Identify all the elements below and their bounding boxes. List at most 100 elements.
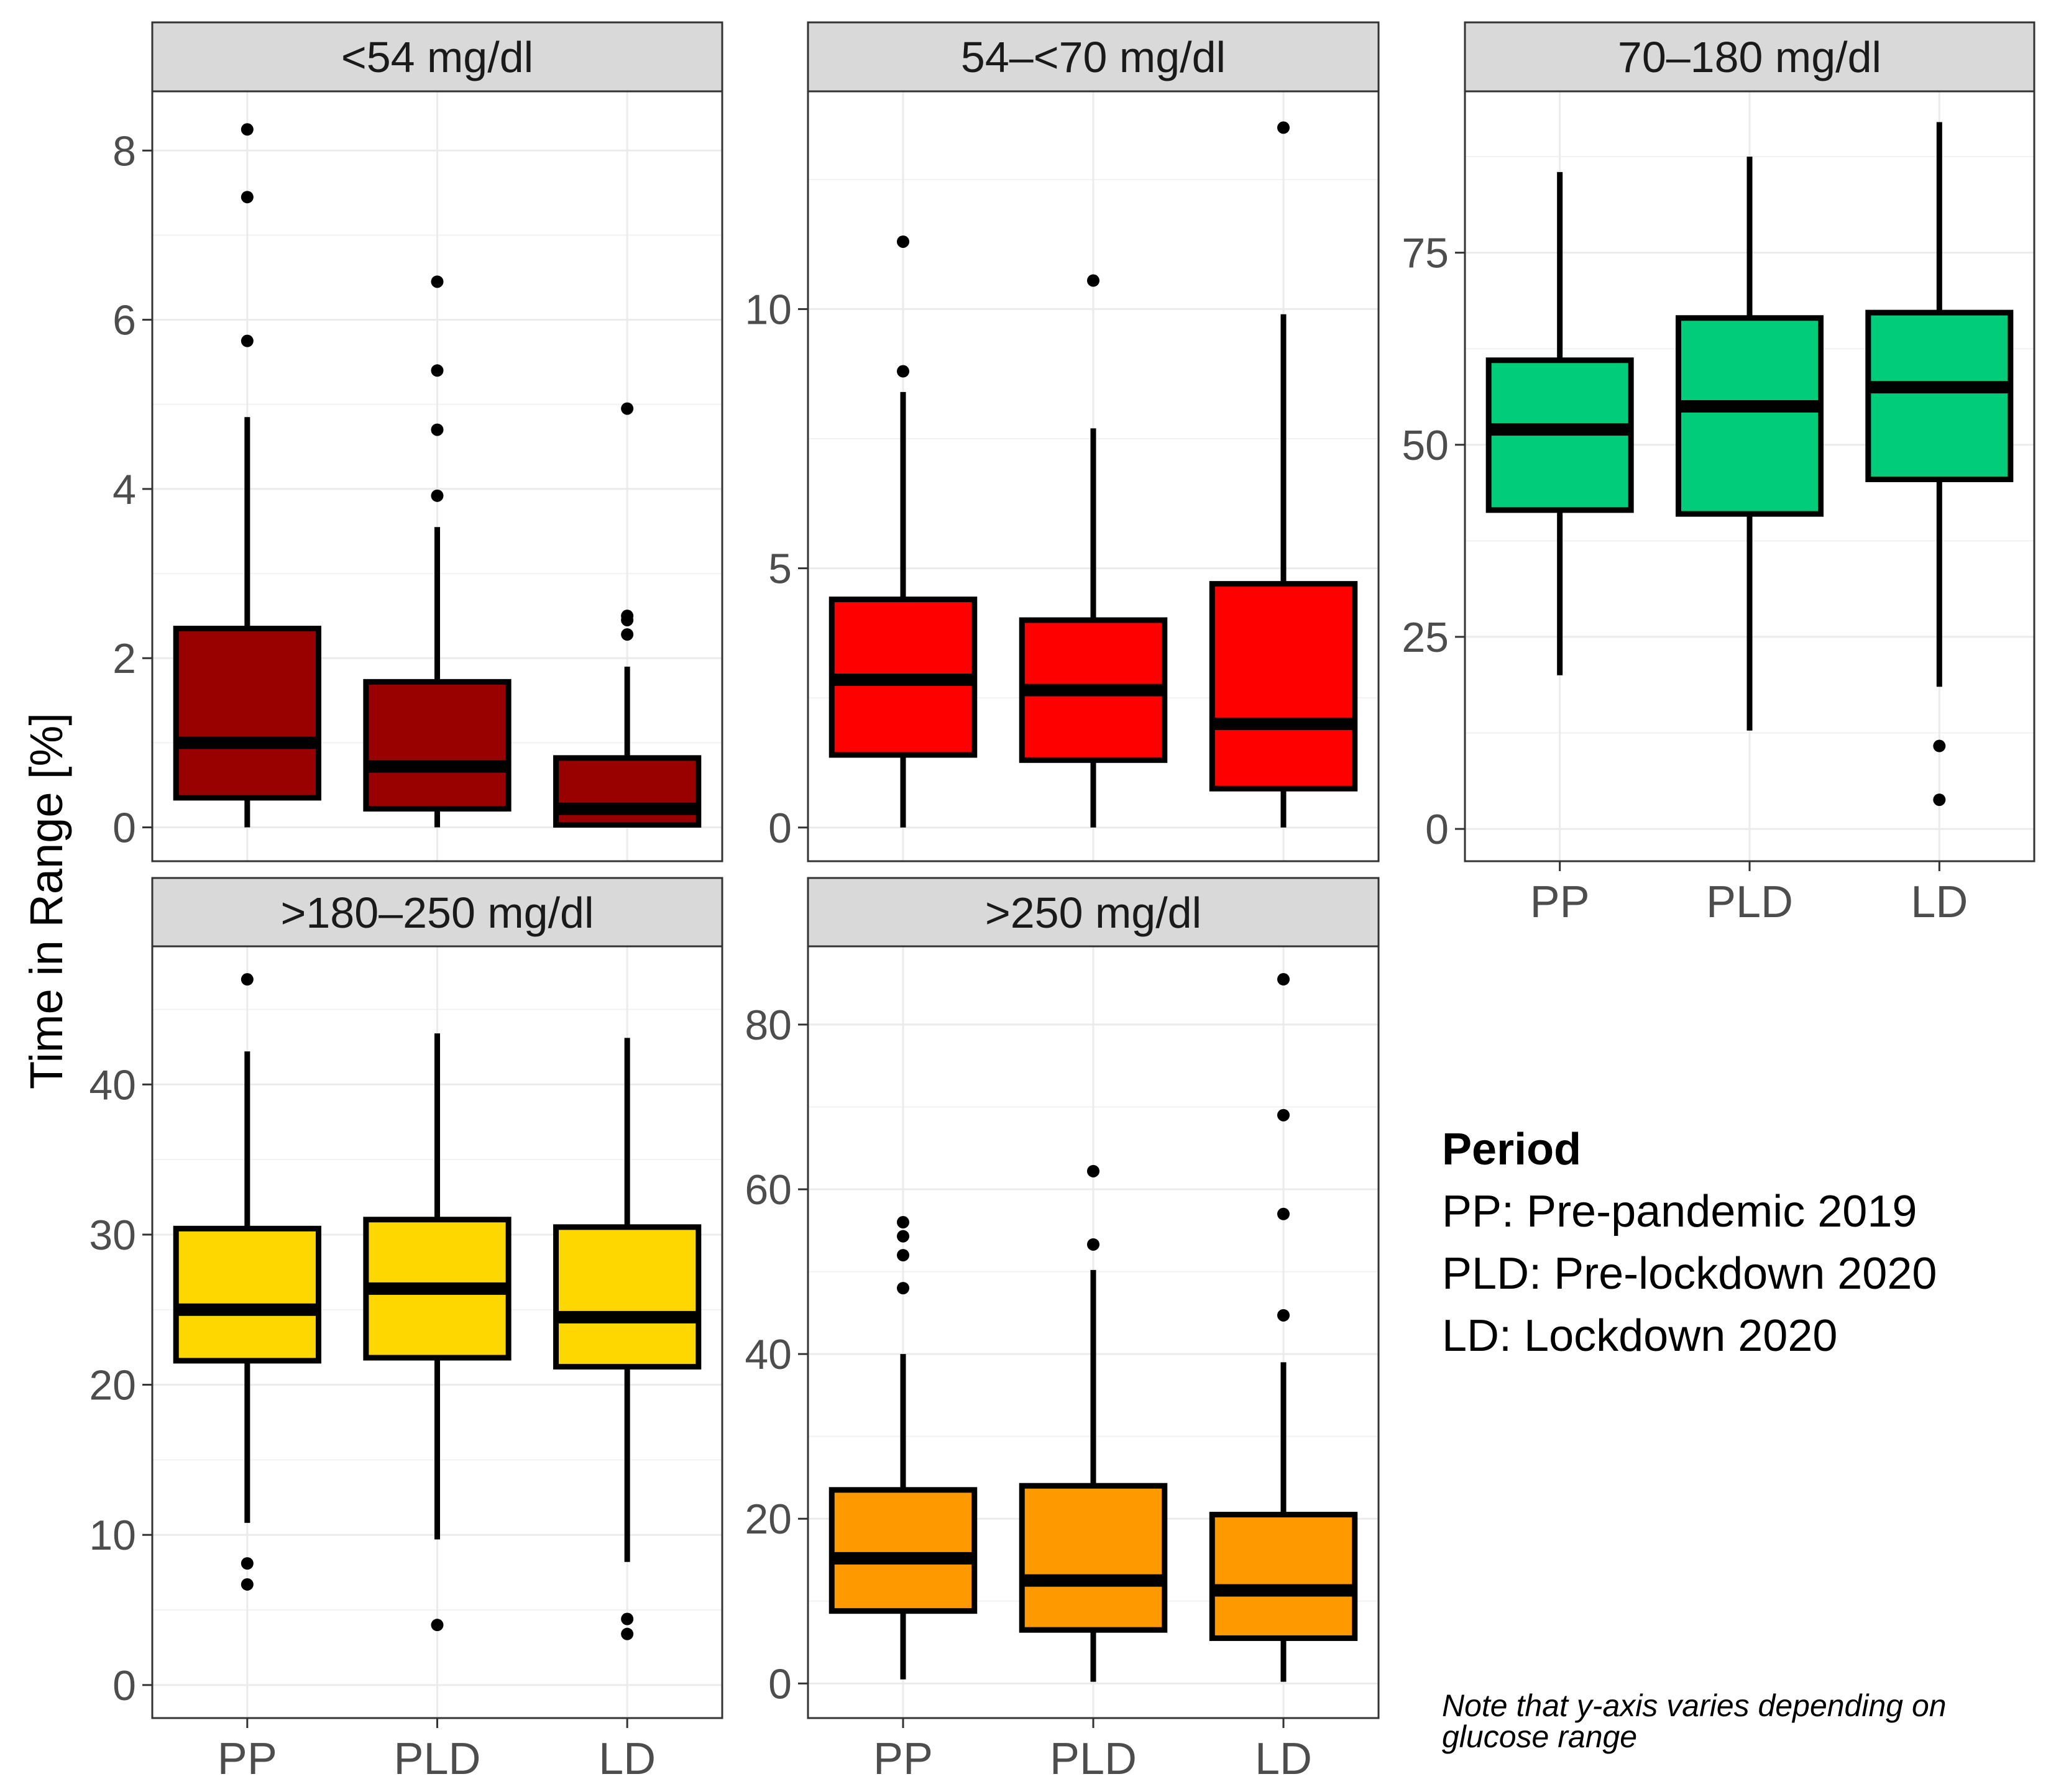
legend: Period PP: Pre-pandemic 2019 PLD: Pre-lo… — [1442, 1118, 1937, 1367]
panel-70-180-mg-dl: 70–180 mg/dl 0 25 50 75 PP PLD LD — [1402, 21, 2035, 927]
x-tick-label-pld: PLD — [1050, 1734, 1137, 1784]
box-iqr — [1865, 309, 2014, 482]
y-tick-label: 8 — [112, 127, 136, 175]
box-iqr — [553, 1224, 702, 1370]
panel-border — [807, 90, 1380, 862]
outlier-point — [1277, 121, 1290, 134]
box-70-180-mg-dl-pp — [1485, 171, 1634, 675]
box-54-70-mg-dl-pp — [828, 235, 978, 828]
box-iqr — [173, 1225, 321, 1364]
box-250-mg-dl-pld — [1019, 1164, 1168, 1682]
outlier-point — [1277, 1207, 1290, 1220]
panel-180-250-mg-dl: >180–250 mg/dl 0 10 20 30 40 PP PLD LD — [89, 877, 723, 1784]
box-54-mg-dl-pp — [173, 123, 321, 828]
outlier-point — [897, 235, 909, 248]
legend-item-ld: LD: Lockdown 2020 — [1442, 1311, 1838, 1361]
outlier-point — [431, 364, 444, 377]
outlier-point — [1087, 1164, 1099, 1177]
outlier-point — [241, 334, 254, 347]
facet-strip — [807, 21, 1380, 93]
box-70-180-mg-dl-ld — [1865, 122, 2014, 807]
y-tick-label: 20 — [89, 1362, 136, 1409]
y-tick-label: 0 — [112, 1662, 136, 1709]
outlier-point — [241, 973, 254, 986]
outlier-point — [897, 1216, 909, 1229]
x-tick-label-ld: LD — [1255, 1734, 1312, 1784]
facet-strip-label: <54 mg/dl — [341, 33, 533, 81]
outlier-point — [431, 275, 444, 288]
outlier-point — [1277, 1309, 1290, 1322]
x-tick-label-ld: LD — [1911, 877, 1968, 927]
outlier-point — [621, 1627, 634, 1640]
y-tick-label: 20 — [745, 1496, 792, 1543]
facet-strip-label: 70–180 mg/dl — [1618, 33, 1881, 81]
y-tick-label: 40 — [745, 1331, 792, 1378]
box-iqr — [1209, 1512, 1358, 1641]
y-tick-label: 0 — [112, 805, 136, 852]
panel-250-mg-dl: >250 mg/dl 0 20 40 60 80 PP PLD LD — [745, 877, 1380, 1784]
legend-title: Period — [1442, 1125, 1582, 1174]
facet-strip — [151, 877, 723, 948]
box-180-250-mg-dl-pp — [173, 973, 321, 1591]
box-iqr — [828, 1487, 978, 1614]
box-54-mg-dl-ld — [553, 402, 702, 828]
outlier-point — [621, 1612, 634, 1625]
x-tick-label-ld: LD — [599, 1734, 656, 1784]
outlier-point — [897, 1230, 909, 1243]
x-tick-label-pld: PLD — [393, 1734, 480, 1784]
y-tick-label: 10 — [745, 286, 792, 333]
outlier-point — [1087, 1238, 1099, 1251]
x-tick-label-pp: PP — [873, 1734, 933, 1784]
outlier-point — [897, 1282, 909, 1295]
y-tick-label: 80 — [745, 1002, 792, 1049]
y-tick-label: 0 — [768, 1660, 792, 1707]
y-tick-label: 25 — [1402, 614, 1449, 661]
outlier-point — [1087, 274, 1099, 287]
x-tick-label-pld: PLD — [1706, 877, 1793, 927]
y-tick-label: 0 — [768, 805, 792, 852]
outlier-point — [1933, 793, 1946, 807]
box-iqr — [173, 626, 321, 801]
y-tick-label: 6 — [112, 297, 136, 344]
outlier-point — [1933, 739, 1946, 752]
box-iqr — [1209, 581, 1358, 792]
outlier-point — [241, 1578, 254, 1591]
panel-border — [151, 90, 723, 862]
box-iqr — [363, 679, 512, 812]
box-54-mg-dl-pld — [363, 275, 512, 828]
outlier-point — [897, 1249, 909, 1262]
y-tick-label: 60 — [745, 1166, 792, 1214]
facet-strip-label: 54–<70 mg/dl — [961, 33, 1226, 81]
y-tick-label: 2 — [112, 635, 136, 682]
y-tick-label: 50 — [1402, 422, 1449, 469]
outlier-point — [1277, 973, 1290, 986]
outlier-point — [241, 1557, 254, 1570]
y-axis-title: Time in Range [%] — [21, 713, 72, 1089]
y-tick-label: 0 — [1425, 806, 1449, 853]
y-tick-label: 5 — [768, 546, 792, 593]
box-250-mg-dl-ld — [1209, 973, 1358, 1682]
outlier-point — [431, 1619, 444, 1632]
box-70-180-mg-dl-pld — [1676, 157, 1824, 731]
outlier-point — [241, 123, 254, 136]
facet-panels: <54 mg/dl 0 2 4 6 8 54–<70 mg/dl 0 5 10 70–180 mg/… — [89, 21, 2035, 1784]
panel-54-70-mg-dl: 54–<70 mg/dl 0 5 10 — [745, 21, 1380, 862]
box-180-250-mg-dl-pld — [363, 1033, 512, 1632]
outlier-point — [241, 191, 254, 204]
outlier-point — [1277, 1109, 1290, 1122]
legend-item-pld: PLD: Pre-lockdown 2020 — [1442, 1249, 1937, 1299]
y-tick-label: 4 — [112, 466, 136, 513]
outlier-point — [897, 365, 909, 378]
outlier-point — [621, 628, 634, 641]
facet-strip-label: >180–250 mg/dl — [280, 889, 594, 937]
box-iqr — [1676, 315, 1824, 517]
y-axis-note: Note that y-axis varies depending on glu… — [1442, 1688, 1947, 1754]
outlier-point — [621, 610, 634, 623]
facet-strip — [1464, 21, 2035, 93]
outlier-point — [431, 489, 444, 502]
y-tick-label: 10 — [89, 1512, 136, 1559]
legend-item-pp: PP: Pre-pandemic 2019 — [1442, 1187, 1917, 1237]
box-iqr — [1019, 1483, 1168, 1633]
facet-strip — [151, 21, 723, 93]
